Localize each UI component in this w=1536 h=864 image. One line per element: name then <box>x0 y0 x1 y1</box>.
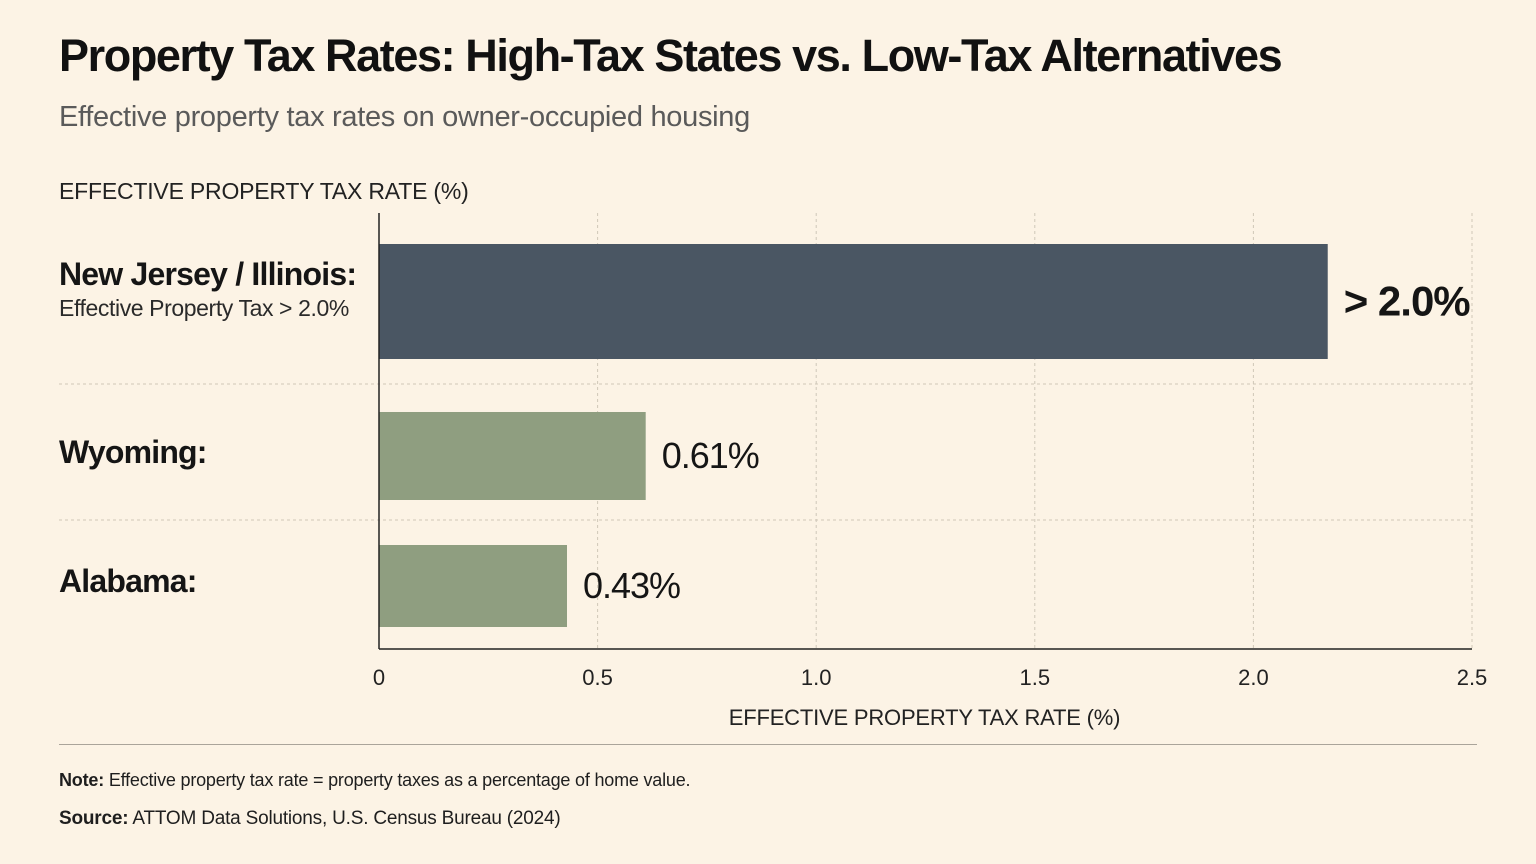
x-tick-label: 2.0 <box>1238 665 1269 690</box>
bar <box>379 244 1328 359</box>
x-tick-label: 2.5 <box>1457 665 1488 690</box>
chart-subtitle: Effective property tax rates on owner-oc… <box>59 101 750 133</box>
footnote: Note: Effective property tax rate = prop… <box>59 770 691 791</box>
y-axis-heading: EFFECTIVE PROPERTY TAX RATE (%) <box>59 178 469 204</box>
category-sublabel: Effective Property Tax > 2.0% <box>59 295 349 321</box>
bar <box>379 412 646 500</box>
x-tick-label: 0 <box>373 665 385 690</box>
category-label-new-jersey-illinois: New Jersey / Illinois: Effective Propert… <box>59 256 357 322</box>
category-name: New Jersey / Illinois: <box>59 256 357 292</box>
bar-value-label: 0.61% <box>662 435 759 476</box>
category-name: Alabama: <box>59 563 197 599</box>
bar <box>379 545 567 627</box>
chart-title: Property Tax Rates: High-Tax States vs. … <box>59 30 1283 81</box>
category-label-wyoming: Wyoming: <box>59 434 207 471</box>
bar-value-label: 0.43% <box>583 565 680 606</box>
source-lead: Source: <box>59 808 129 829</box>
x-tick-label: 1.0 <box>801 665 832 690</box>
note-text: Effective property tax rate = property t… <box>108 770 691 790</box>
x-tick-label: 1.5 <box>1020 665 1051 690</box>
bar-value-label: > 2.0% <box>1344 278 1471 325</box>
category-name: Wyoming: <box>59 434 207 470</box>
source-line: Source: ATTOM Data Solutions, U.S. Censu… <box>59 808 561 830</box>
footer-divider <box>59 744 1477 745</box>
category-label-alabama: Alabama: <box>59 563 197 600</box>
source-text: ATTOM Data Solutions, U.S. Census Bureau… <box>132 808 561 829</box>
note-lead: Note: <box>59 770 104 790</box>
x-tick-label: 0.5 <box>582 665 613 690</box>
bar-chart: > 2.0% 0.61% 0.43% 0 0.5 1.0 1.5 2.0 2.5 <box>59 213 1488 690</box>
x-axis-title: EFFECTIVE PROPERTY TAX RATE (%) <box>728 705 1121 730</box>
